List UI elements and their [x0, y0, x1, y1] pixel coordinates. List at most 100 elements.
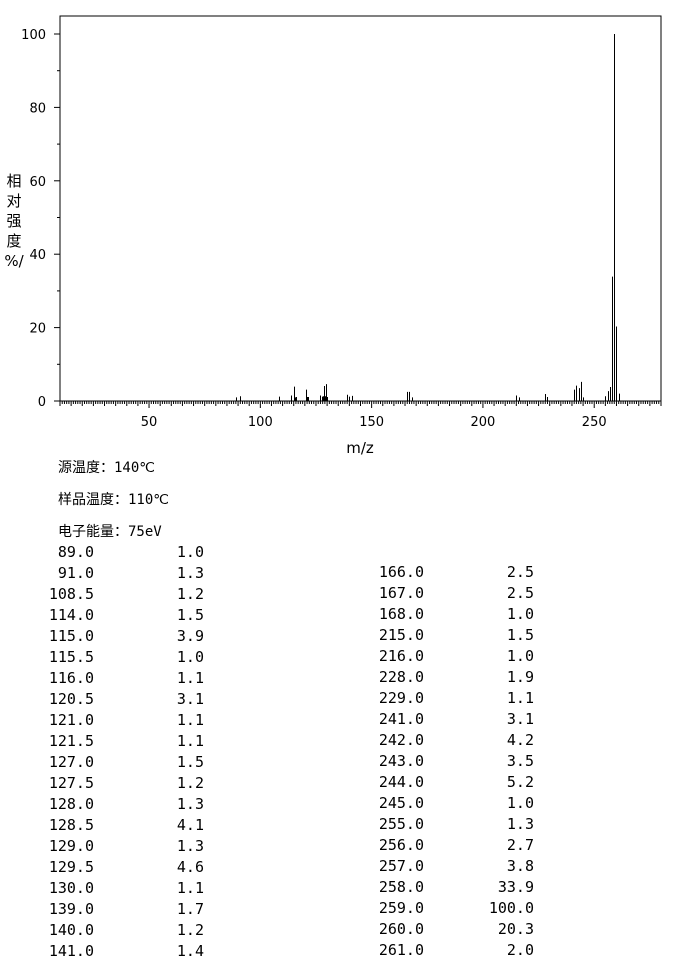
peak-mz: 258.0 [378, 878, 424, 896]
peak-mz: 242.0 [378, 731, 424, 749]
peak-mz: 128.0 [48, 795, 94, 813]
peak-abundance: 33.9 [497, 878, 534, 896]
peak-row: 244.0 5.2 [0, 773, 534, 794]
y-axis-ticks: 0 20 40 60 80 100 [21, 28, 60, 410]
sample-temperature-value: 110℃ [128, 492, 170, 508]
x-axis-ticks: 50 100 150 200 250 [59, 401, 662, 430]
peak-mz: 256.0 [378, 836, 424, 854]
peak-abundance: 1.1 [176, 711, 204, 729]
peak-abundance: 100.0 [488, 899, 534, 917]
peak-mz: 244.0 [378, 773, 424, 791]
peak-row: 228.0 1.9 [0, 668, 534, 689]
peak-abundance: 2.5 [506, 563, 534, 581]
y-tick-label: 0 [38, 395, 46, 410]
peak-row: 168.0 1.0 [0, 605, 534, 626]
peak-abundance: 20.3 [497, 920, 534, 938]
peak-row: 115.5 1.0 [0, 648, 300, 669]
electron-energy-value: 75eV [128, 524, 162, 540]
peak-mz: 229.0 [378, 689, 424, 707]
peak-abundance: 1.4 [176, 942, 204, 960]
peak-abundance: 1.3 [176, 837, 204, 855]
peak-mz: 114.0 [48, 606, 94, 624]
peak-abundance: 1.1 [506, 689, 534, 707]
peak-row: 121.0 1.1 [0, 711, 300, 732]
peak-mz: 241.0 [378, 710, 424, 728]
peak-row: 91.0 1.3 [0, 564, 300, 585]
y-tick-label: 20 [29, 322, 46, 337]
peak-mz: 129.0 [48, 837, 94, 855]
peak-mz: 166.0 [378, 563, 424, 581]
peak-abundance: 5.2 [506, 773, 534, 791]
peak-abundance: 1.0 [176, 648, 204, 666]
peak-row: 108.5 1.2 [0, 585, 300, 606]
peak-mz: 245.0 [378, 794, 424, 812]
source-temperature-value: 140℃ [114, 460, 156, 476]
peak-mz: 141.0 [48, 942, 94, 960]
y-axis-label-char: 强 [6, 212, 21, 230]
peak-row: 245.0 1.0 [0, 794, 534, 815]
peak-mz: 257.0 [378, 857, 424, 875]
peak-mz: 130.0 [48, 879, 94, 897]
peak-abundance: 1.3 [176, 795, 204, 813]
peak-mz: 115.0 [48, 627, 94, 645]
peak-abundance: 1.5 [176, 753, 204, 771]
y-tick-label: 80 [29, 101, 46, 116]
peak-mz: 120.5 [48, 690, 94, 708]
peak-mz: 167.0 [378, 584, 424, 602]
peak-abundance: 1.0 [506, 605, 534, 623]
peak-abundance: 1.0 [176, 543, 204, 561]
peak-mz: 259.0 [378, 899, 424, 917]
peak-abundance: 4.1 [176, 816, 204, 834]
peak-mz: 116.0 [48, 669, 94, 687]
peak-row: 215.0 1.5 [0, 626, 534, 647]
peak-abundance: 1.5 [176, 606, 204, 624]
peak-row: 141.0 1.4 [0, 942, 300, 963]
peak-mz: 260.0 [378, 920, 424, 938]
plot-frame [59, 15, 662, 402]
peak-abundance: 2.5 [506, 584, 534, 602]
peak-mz: 129.5 [48, 858, 94, 876]
peak-row: 260.0 20.3 [0, 920, 534, 941]
peak-row: 242.0 4.2 [0, 731, 534, 752]
peak-mz: 127.0 [48, 753, 94, 771]
peak-mz: 215.0 [378, 626, 424, 644]
peak-row: 258.0 33.9 [0, 878, 534, 899]
peak-abundance: 2.0 [506, 941, 534, 959]
peak-abundance: 4.2 [506, 731, 534, 749]
peak-row: 116.0 1.1 [0, 669, 300, 690]
peak-abundance: 1.0 [506, 647, 534, 665]
peak-row: 130.0 1.1 [0, 879, 300, 900]
peak-mz: 121.0 [48, 711, 94, 729]
peak-row: 127.5 1.2 [0, 774, 300, 795]
peak-abundance: 1.7 [176, 900, 204, 918]
peak-row: 166.0 2.5 [0, 563, 534, 584]
spectrum-peaks [236, 34, 620, 401]
peak-mz: 228.0 [378, 668, 424, 686]
peak-abundance: 1.2 [176, 774, 204, 792]
peak-abundance: 2.7 [506, 836, 534, 854]
y-axis-label-char: 相 [6, 172, 21, 190]
peak-row: 243.0 3.5 [0, 752, 534, 773]
x-tick-label: 50 [141, 415, 158, 430]
peak-abundance: 3.1 [506, 710, 534, 728]
peak-row: 140.0 1.2 [0, 921, 300, 942]
peak-row: 241.0 3.1 [0, 710, 534, 731]
x-tick-label: 200 [471, 415, 496, 430]
source-temperature-label: 源温度： [58, 460, 114, 476]
peak-mz: 216.0 [378, 647, 424, 665]
peak-abundance: 1.1 [176, 669, 204, 687]
sample-temperature-label: 样品温度： [58, 492, 128, 508]
peak-abundance: 1.3 [506, 815, 534, 833]
y-axis-label-char: %/ [4, 252, 24, 270]
peak-row: 120.5 3.1 [0, 690, 300, 711]
peak-abundance: 1.1 [176, 879, 204, 897]
peak-abundance: 4.6 [176, 858, 204, 876]
peak-row: 216.0 1.0 [0, 647, 534, 668]
peak-row: 127.0 1.5 [0, 753, 300, 774]
y-tick-label: 100 [21, 28, 46, 43]
peak-abundance: 1.1 [176, 732, 204, 750]
peak-row: 261.0 2.0 [0, 941, 534, 962]
peak-abundance: 3.8 [506, 857, 534, 875]
peak-mz: 255.0 [378, 815, 424, 833]
